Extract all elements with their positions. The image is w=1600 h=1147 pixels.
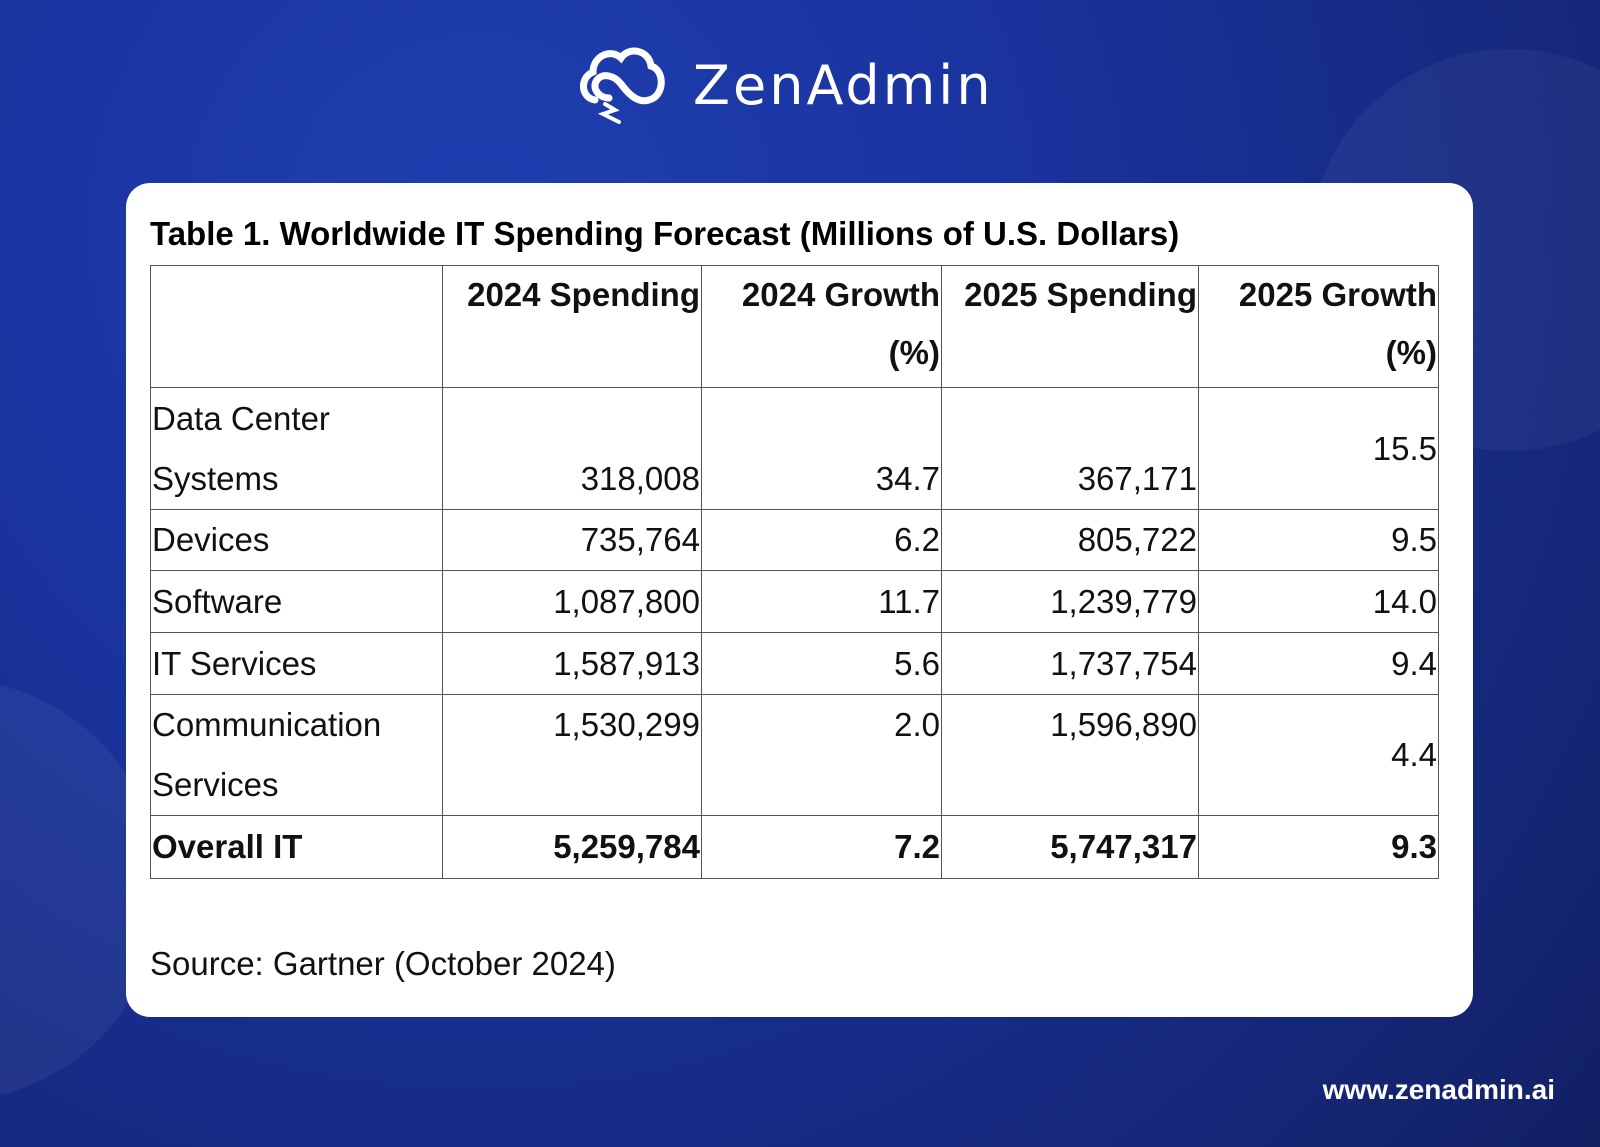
- table-row: Communication Services 1,530,299 2.0 1,5…: [150, 694, 1439, 816]
- cell: 1,596,890: [941, 694, 1199, 816]
- cell: 5,259,784: [442, 815, 702, 879]
- row-label: Software: [150, 570, 443, 633]
- cell: 14.0: [1198, 570, 1439, 633]
- table-row: Software 1,087,800 11.7 1,239,779 14.0: [150, 570, 1439, 633]
- header-cell: [150, 265, 443, 388]
- row-label: Devices: [150, 509, 443, 571]
- cell: 15.5: [1198, 387, 1439, 510]
- header-row: 2024 Spending 2024 Growth (%) 2025 Spend…: [150, 265, 1439, 388]
- table-row: Devices 735,764 6.2 805,722 9.5: [150, 509, 1439, 571]
- cell: 11.7: [701, 570, 942, 633]
- cell: 367,171: [941, 387, 1199, 510]
- cell: 1,087,800: [442, 570, 702, 633]
- header-cell: 2025 Spending: [941, 265, 1199, 388]
- cell: 9.5: [1198, 509, 1439, 571]
- table-title: Table 1. Worldwide IT Spending Forecast …: [150, 215, 1180, 252]
- row-label: Communication Services: [150, 694, 443, 816]
- cell: 1,239,779: [941, 570, 1199, 633]
- source-note: Source: Gartner (October 2024): [150, 945, 616, 982]
- cloud-lightning-icon: [580, 47, 665, 124]
- cell: 5,747,317: [941, 815, 1199, 879]
- cell: 735,764: [442, 509, 702, 571]
- row-label: Data Center Systems: [150, 387, 443, 510]
- table-card: Table 1. Worldwide IT Spending Forecast …: [126, 183, 1473, 1017]
- table-row: IT Services 1,587,913 5.6 1,737,754 9.4: [150, 632, 1439, 695]
- cell: 1,530,299: [442, 694, 702, 816]
- cell: 5.6: [701, 632, 942, 695]
- cell: 1,587,913: [442, 632, 702, 695]
- cell: 9.3: [1198, 815, 1439, 879]
- row-label: Overall IT: [150, 815, 443, 879]
- header-cell: 2024 Growth (%): [701, 265, 942, 388]
- header-cell: 2024 Spending: [442, 265, 702, 388]
- cell: 805,722: [941, 509, 1199, 571]
- cell: 6.2: [701, 509, 942, 571]
- cell: 4.4: [1198, 694, 1439, 816]
- brand-name: ZenAdmin: [693, 53, 994, 117]
- table-row: Data Center Systems 318,008 34.7 367,171…: [150, 387, 1439, 510]
- brand-logo: ZenAdmin: [575, 42, 994, 128]
- website-link[interactable]: www.zenadmin.ai: [1322, 1074, 1555, 1105]
- cell: 1,737,754: [941, 632, 1199, 695]
- cell: 34.7: [701, 387, 942, 510]
- cell: 7.2: [701, 815, 942, 879]
- spending-table: 2024 Spending 2024 Growth (%) 2025 Spend…: [150, 265, 1439, 879]
- row-label: IT Services: [150, 632, 443, 695]
- header-cell: 2025 Growth (%): [1198, 265, 1439, 388]
- cell: 2.0: [701, 694, 942, 816]
- total-row: Overall IT 5,259,784 7.2 5,747,317 9.3: [150, 815, 1439, 879]
- cell: 318,008: [442, 387, 702, 510]
- cell: 9.4: [1198, 632, 1439, 695]
